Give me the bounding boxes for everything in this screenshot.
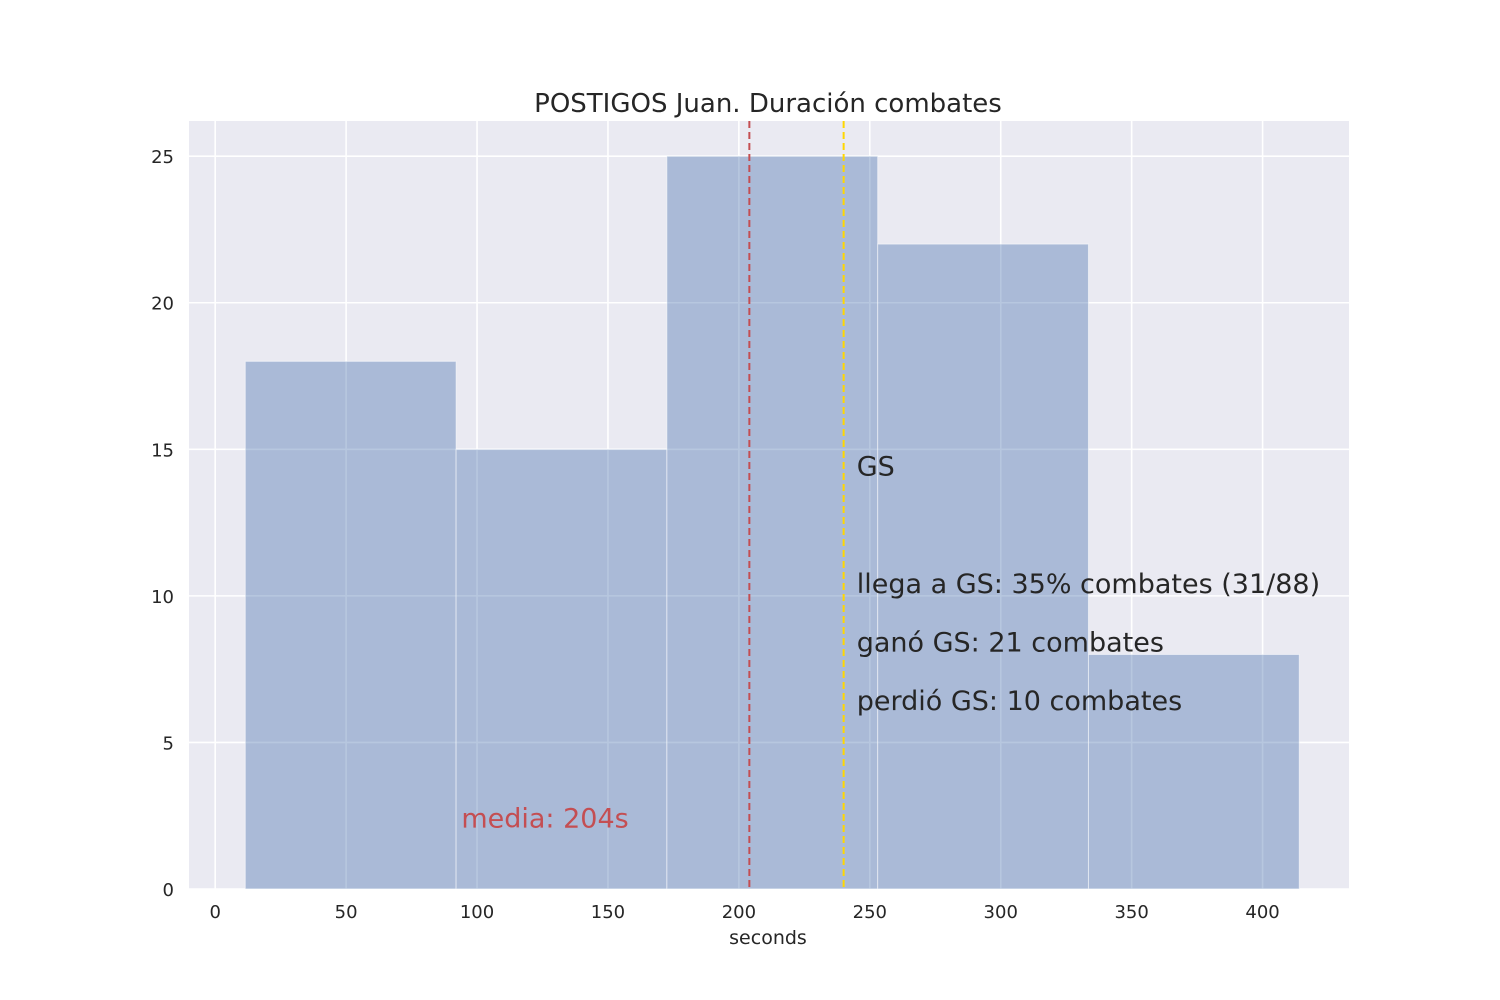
gs-annotation: perdió GS: 10 combates	[857, 686, 1182, 717]
y-tick-label: 5	[163, 733, 174, 754]
histogram-bar	[877, 243, 1089, 890]
histogram-bar	[1087, 653, 1300, 890]
x-tick-label: 300	[984, 902, 1018, 923]
x-tick-label: 200	[722, 902, 756, 923]
histogram-bar	[244, 360, 457, 890]
x-tick-label: 150	[591, 902, 625, 923]
gs-annotation: ganó GS: 21 combates	[857, 628, 1164, 659]
x-tick-label: 50	[335, 902, 358, 923]
x-tick-label: 250	[853, 902, 887, 923]
y-axis-ticks: 0 5 10 15 20 25	[151, 147, 174, 901]
mean-annotation: media: 204s	[461, 803, 628, 834]
histogram-bar	[666, 155, 879, 890]
y-tick-label: 0	[163, 880, 174, 901]
chart-title: POSTIGOS Juan. Duración combates	[534, 89, 1002, 119]
gs-annotation: llega a GS: 35% combates (31/88)	[857, 569, 1320, 600]
x-tick-label: 0	[209, 902, 220, 923]
y-tick-label: 20	[151, 294, 174, 315]
y-tick-label: 25	[151, 147, 174, 168]
histogram-bars	[244, 155, 1300, 890]
y-tick-label: 15	[151, 440, 174, 461]
annotations: media: 204s GS llega a GS: 35% combates (3…	[461, 452, 1320, 835]
gs-annotation: GS	[857, 452, 895, 483]
x-axis-label: seconds	[729, 927, 807, 949]
x-tick-label: 350	[1114, 902, 1148, 923]
reference-lines	[748, 121, 845, 889]
plot-area	[189, 121, 1349, 889]
x-tick-label: 100	[460, 902, 494, 923]
x-axis-ticks: 0 50 100 150 200 250 300 350 400	[209, 902, 1279, 923]
x-tick-label: 400	[1245, 902, 1279, 923]
y-tick-label: 10	[151, 587, 174, 608]
histogram-bar	[455, 448, 668, 890]
